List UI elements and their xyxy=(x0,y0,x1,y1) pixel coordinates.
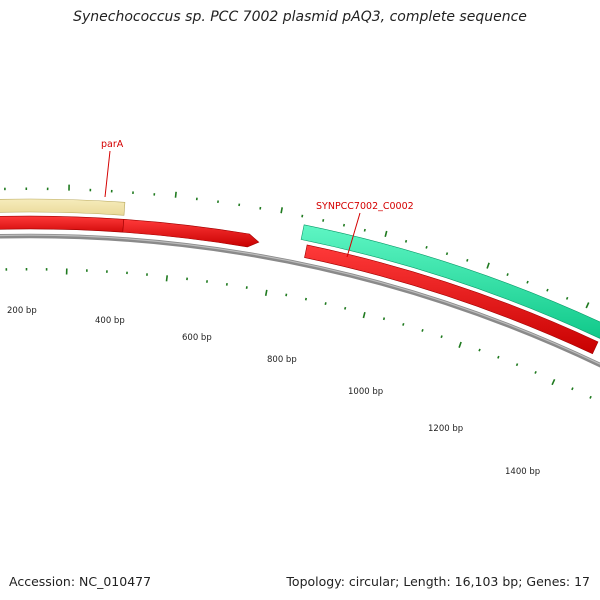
tick-label: 400 bp xyxy=(95,316,125,326)
minor-tick xyxy=(301,214,304,218)
minor-tick xyxy=(589,395,592,399)
tick-label: 1000 bp xyxy=(348,387,383,397)
minor-tick xyxy=(445,252,449,256)
minor-tick xyxy=(515,363,519,367)
backbone-highlight xyxy=(0,234,600,365)
other-feature-next[interactable] xyxy=(300,224,600,339)
minor-tick xyxy=(344,306,347,310)
minor-tick xyxy=(402,322,405,326)
tick-label: 1400 bp xyxy=(505,467,540,477)
major-tick xyxy=(486,262,490,269)
major-tick xyxy=(362,311,366,319)
minor-tick xyxy=(322,219,325,222)
gene-feature-para[interactable] xyxy=(0,198,126,219)
major-tick xyxy=(585,302,590,309)
gene-label-para[interactable]: parA xyxy=(101,139,124,150)
outer-tick-ring xyxy=(4,184,590,309)
minor-tick xyxy=(245,286,248,289)
inner-tick-ring xyxy=(5,268,592,399)
minor-tick xyxy=(534,370,537,374)
tick-labels: 200 bp 400 bp 600 bp 800 bp 1000 bp 1200… xyxy=(7,306,540,477)
accession-text: Accession: NC_010477 xyxy=(9,574,152,589)
minor-tick xyxy=(440,335,443,339)
minor-tick xyxy=(421,328,424,332)
minor-tick xyxy=(425,245,428,249)
tick-label: 600 bp xyxy=(182,333,212,343)
cds-feature-synpcc7002-c0002[interactable] xyxy=(122,218,260,248)
minor-tick xyxy=(404,239,408,243)
major-tick xyxy=(174,191,177,198)
cds-feature-para[interactable] xyxy=(0,215,125,236)
topology-text: Topology: circular; Length: 16,103 bp; G… xyxy=(286,574,590,589)
tick-label: 200 bp xyxy=(7,306,37,316)
tick-label: 1200 bp xyxy=(428,424,463,434)
minor-tick xyxy=(546,288,549,292)
gene-label-synpcc7002-c0002[interactable]: SYNPCC7002_C0002 xyxy=(316,201,414,212)
map-title: Synechococcus sp. PCC 7002 plasmid pAQ3,… xyxy=(73,9,527,25)
minor-tick xyxy=(382,317,386,321)
minor-tick xyxy=(571,387,574,391)
label-leader xyxy=(104,150,111,198)
minor-tick xyxy=(478,348,481,352)
minor-tick xyxy=(342,223,346,227)
major-tick xyxy=(280,207,283,214)
major-tick xyxy=(458,341,462,348)
minor-tick xyxy=(565,296,569,300)
backbone-circle xyxy=(0,233,600,368)
major-tick xyxy=(384,230,388,238)
minor-tick xyxy=(304,297,307,301)
minor-tick xyxy=(506,273,509,277)
minor-tick xyxy=(466,258,469,262)
minor-tick xyxy=(497,355,500,359)
major-tick xyxy=(264,289,268,296)
feature-track xyxy=(0,198,600,355)
major-tick xyxy=(551,378,556,386)
minor-tick xyxy=(363,228,366,232)
minor-tick xyxy=(324,302,327,305)
minor-tick xyxy=(526,280,529,284)
label-leader xyxy=(346,212,361,258)
major-tick xyxy=(165,275,168,282)
cds-feature-next[interactable] xyxy=(304,244,599,355)
gene-labels: parA SYNPCC7002_C0002 xyxy=(101,139,414,258)
tick-label: 800 bp xyxy=(267,355,297,365)
minor-tick xyxy=(285,293,288,297)
